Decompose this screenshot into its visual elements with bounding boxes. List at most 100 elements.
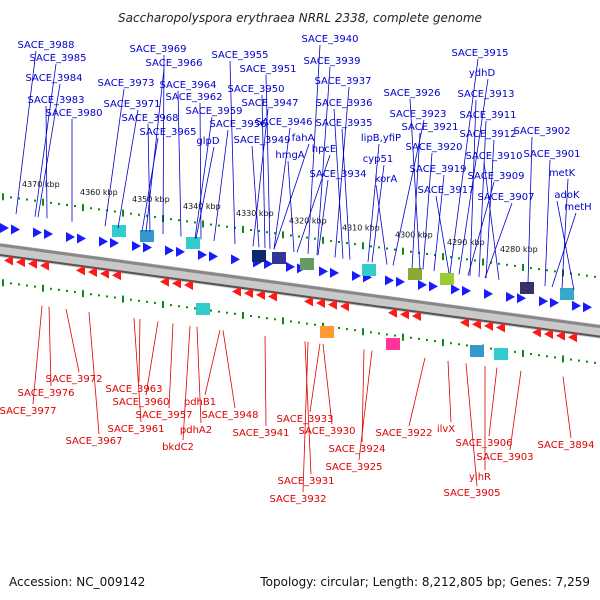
leader-line [141,137,159,232]
forward-gene-arrow [517,293,526,304]
reverse-gene-arrow [184,280,193,291]
scale-row-upper-tick [282,231,284,239]
reverse-gene-arrow [460,317,469,328]
scale-row-lower-tick [218,310,220,313]
leader-line [195,146,215,239]
reverse-gene-arrow [16,257,25,268]
forward-label-sace-3947: SACE_3947 [242,98,299,109]
scale-row-upper-tick [322,236,324,244]
scale-row-upper-tick [498,262,500,265]
scale-tick-label: 4360 kbp [80,188,118,197]
leader-line [367,143,380,263]
scale-row-upper-tick [58,202,60,205]
leader-line [104,88,125,227]
scale-row-upper-tick [386,247,388,250]
domain-block [196,303,210,315]
scale-row-upper-tick [146,214,148,217]
scale-row-lower-tick [210,309,212,312]
forward-label-cyp51: cyp51 [363,154,394,165]
forward-label-sace-3917: SACE_3917 [418,185,475,196]
scale-row-lower-tick [362,328,364,336]
forward-label-sace-3921: SACE_3921 [402,122,459,133]
leader-line [213,129,229,242]
scale-row-upper-tick [194,221,196,224]
domain-block [252,250,266,262]
forward-label-sace-3988: SACE_3988 [18,40,75,51]
reverse-gene-arrow [304,296,313,307]
leader-line [333,108,344,259]
reverse-label-sace-3894: SACE_3894 [538,440,595,451]
scale-row-upper-tick [250,229,252,231]
scale-row-lower-tick [122,295,124,303]
scale-row-lower-tick [130,298,132,301]
scale-row-lower-tick [410,336,412,339]
scale-row-lower-tick [82,290,84,298]
scale-row-upper-tick [258,230,260,233]
domain-block [440,273,454,285]
scale-row-upper-tick [490,261,492,264]
reverse-gene-arrow [268,291,277,302]
reverse-label-sace-3906: SACE_3906 [456,438,513,449]
leader-line [296,154,331,253]
forward-label-sace-3940: SACE_3940 [302,34,359,45]
reverse-gene-arrow [400,309,409,320]
leader-line [483,161,500,280]
scale-row-lower-tick [370,331,372,334]
forward-label-sace-3946: SACE_3946 [256,117,313,128]
scale-row-lower-tick [378,332,380,335]
scale-row-upper-tick [306,236,308,239]
leader-line [252,108,269,247]
scale-row-lower-tick [18,283,20,286]
scale-row-upper-tick [218,224,220,227]
leader-line [551,212,577,288]
forward-gene-arrow [352,270,361,281]
scale-row-upper-tick [138,213,140,216]
reverse-gene-arrow [388,307,397,318]
scale-row-upper-tick [298,235,300,238]
scale-row-lower-tick [570,358,572,361]
leader-line [358,350,373,461]
forward-labels: SACE_3988 SACE_3985 SACE_3984 SACE_3983 SACE… [15,34,592,291]
leader-line [307,44,321,254]
leader-line [194,116,213,239]
reverse-label-sace-3963: SACE_3963 [106,384,163,395]
scale-row-lower-tick [338,326,340,329]
forward-gene-arrow [462,285,471,296]
forward-label-sace-3955: SACE_3955 [212,50,269,61]
forward-gene-arrow [132,240,141,251]
scale-row-lower-tick [290,320,292,323]
scale-row-upper-tick [434,254,436,257]
scale-tick-label: 4310 kbp [342,224,380,233]
leader-line [527,136,533,284]
scale-row-lower-tick [58,288,60,291]
scale-tick-label: 4370 kbp [22,180,60,189]
feature-track [0,223,592,360]
domain-block [272,252,286,264]
scale-row-upper-tick [186,220,188,223]
forward-label-sace-3909: SACE_3909 [468,171,525,182]
scale-row-upper-tick [402,247,404,255]
scale-row-lower-tick [426,338,428,341]
leader-line [34,63,57,217]
forward-label-sace-3950: SACE_3950 [228,84,285,95]
reverse-label-sace-3905: SACE_3905 [444,488,501,499]
scale-row-lower-tick [74,291,76,294]
forward-label-hmga: hmgA [275,150,304,161]
domain-block [560,288,574,300]
scale-row-upper-tick [18,197,20,200]
forward-label-sace-3910: SACE_3910 [466,151,523,162]
leader-line [287,160,295,253]
leader-line [15,50,37,215]
scale-row-upper-tick [34,199,36,202]
scale-row-lower-tick [442,339,444,347]
scale-row-lower-tick [434,340,436,343]
forward-gene-arrow [0,223,9,233]
reverse-label-sace-3925: SACE_3925 [326,462,383,473]
leader-line [309,343,321,413]
forward-label-sace-3964: SACE_3964 [160,80,217,91]
scale-row-lower-tick [226,311,228,314]
scale-row-upper-tick [378,246,380,249]
reverse-gene-arrow [244,288,253,299]
forward-label-sace-3934: SACE_3934 [310,169,367,180]
reverse-label-sace-3961: SACE_3961 [108,424,165,435]
